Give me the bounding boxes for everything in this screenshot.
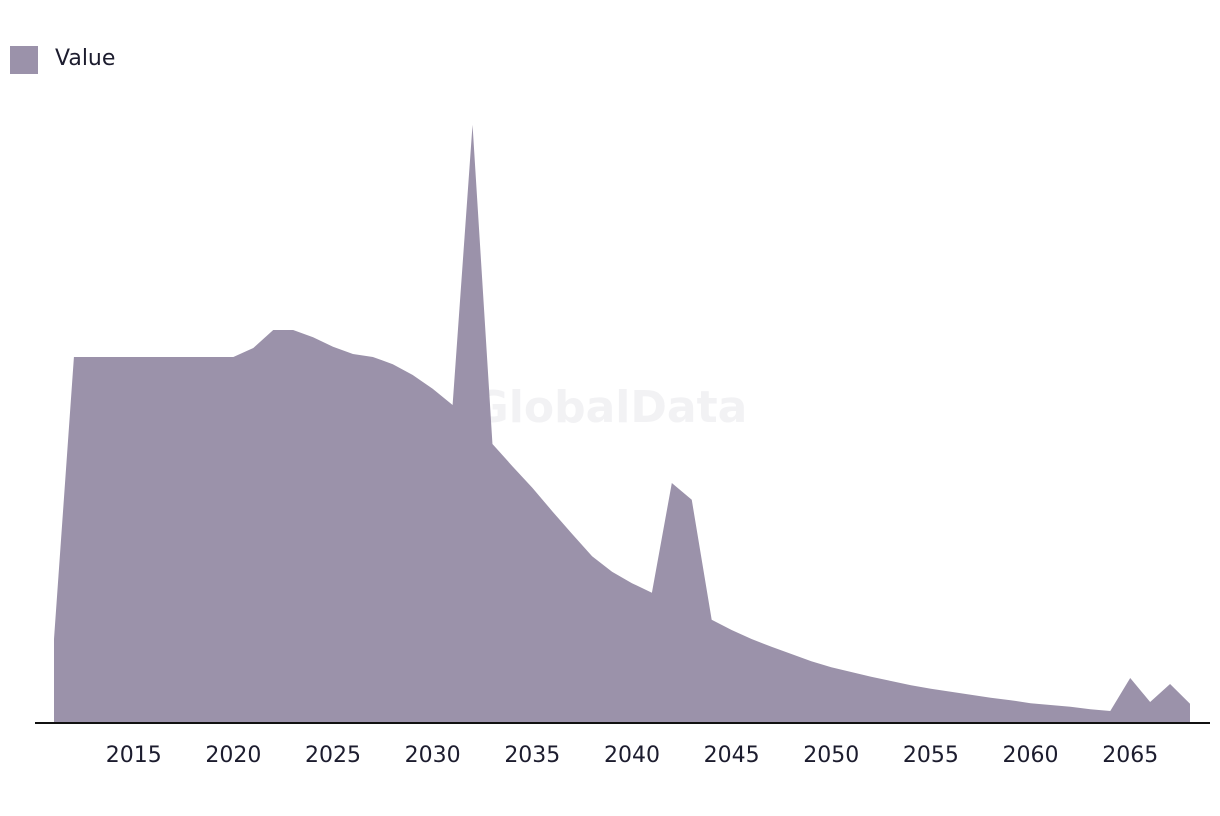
x-tick-label: 2015 <box>106 743 162 768</box>
x-tick-label: 2045 <box>704 743 760 768</box>
x-tick-label: 2035 <box>504 743 560 768</box>
x-tick-label: 2060 <box>1003 743 1059 768</box>
x-tick-label: 2055 <box>903 743 959 768</box>
x-tick-label: 2050 <box>803 743 859 768</box>
x-tick-label: 2025 <box>305 743 361 768</box>
legend-label: Value <box>55 46 115 71</box>
x-tick-label: 2065 <box>1102 743 1158 768</box>
watermark: GlobalData <box>473 382 748 433</box>
x-tick-label: 2030 <box>405 743 461 768</box>
x-tick-label: 2040 <box>604 743 660 768</box>
x-tick-label: 2020 <box>205 743 261 768</box>
legend-swatch <box>10 46 38 74</box>
area <box>54 124 1190 724</box>
